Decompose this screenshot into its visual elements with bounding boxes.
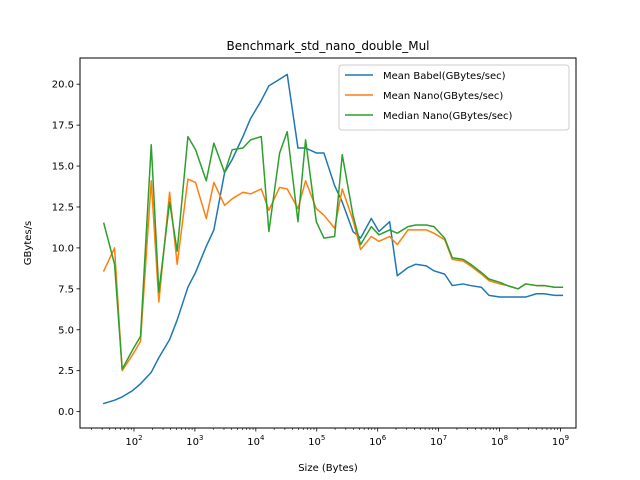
y-tick-label: 5.0 (58, 325, 74, 336)
y-tick-label: 15.0 (52, 162, 74, 173)
legend-label-3: Median Nano(GBytes/sec) (383, 111, 513, 122)
legend-label-2: Mean Nano(GBytes/sec) (383, 91, 503, 102)
legend-label-1: Mean Babel(GBytes/sec) (383, 71, 506, 82)
legend: Mean Babel(GBytes/sec) Mean Nano(GBytes/s… (338, 64, 570, 131)
series-line-2 (102, 178, 564, 372)
y-tick-label: 7.5 (58, 284, 74, 295)
y-tick-label: 2.5 (58, 366, 74, 377)
y-tick-label: 17.5 (52, 121, 74, 132)
plot-layer (102, 73, 564, 405)
legend-box (338, 64, 570, 131)
series-line-1 (102, 73, 564, 405)
y-tick-label: 20.0 (52, 80, 74, 91)
x-axis-label: Size (Bytes) (298, 463, 358, 474)
series-line-3 (102, 130, 564, 370)
y-axis-label: GBytes/s (23, 221, 34, 265)
axes-frame (79, 57, 577, 429)
y-tick-label: 0.0 (58, 407, 74, 418)
y-tick-label: 12.5 (52, 202, 74, 213)
y-tick-label: 10.0 (52, 243, 74, 254)
chart-title: Benchmark_std_nano_double_Mul (226, 39, 429, 53)
